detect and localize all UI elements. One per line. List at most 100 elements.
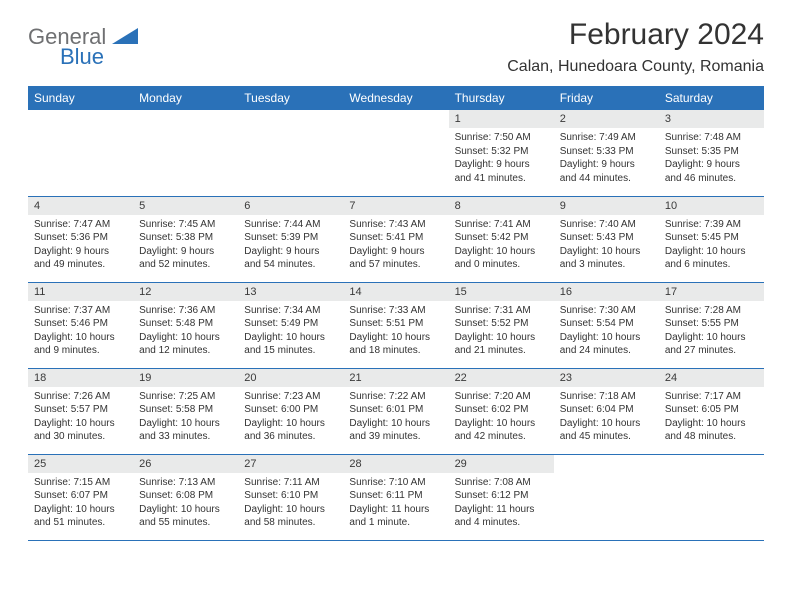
sunset-text: Sunset: 5:58 PM [139, 403, 232, 417]
day-label: Friday [554, 86, 659, 110]
calendar-day-cell: 25Sunrise: 7:15 AMSunset: 6:07 PMDayligh… [28, 454, 133, 540]
sunset-text: Sunset: 5:42 PM [455, 231, 548, 245]
sunrise-text: Sunrise: 7:50 AM [455, 131, 548, 145]
calendar-day-cell: 18Sunrise: 7:26 AMSunset: 5:57 PMDayligh… [28, 368, 133, 454]
sunrise-text: Sunrise: 7:41 AM [455, 218, 548, 232]
sunset-text: Sunset: 6:02 PM [455, 403, 548, 417]
day-details: Sunrise: 7:17 AMSunset: 6:05 PMDaylight:… [659, 387, 764, 448]
day-number: 9 [554, 197, 659, 215]
calendar-day-cell: 6Sunrise: 7:44 AMSunset: 5:39 PMDaylight… [238, 196, 343, 282]
daylight-text: Daylight: 9 hours and 57 minutes. [349, 245, 442, 272]
calendar-day-cell: 16Sunrise: 7:30 AMSunset: 5:54 PMDayligh… [554, 282, 659, 368]
sunset-text: Sunset: 6:05 PM [665, 403, 758, 417]
day-details: Sunrise: 7:34 AMSunset: 5:49 PMDaylight:… [238, 301, 343, 362]
sunrise-text: Sunrise: 7:45 AM [139, 218, 232, 232]
daylight-text: Daylight: 9 hours and 41 minutes. [455, 158, 548, 185]
sunrise-text: Sunrise: 7:15 AM [34, 476, 127, 490]
calendar-day-cell: 24Sunrise: 7:17 AMSunset: 6:05 PMDayligh… [659, 368, 764, 454]
calendar-day-cell: 8Sunrise: 7:41 AMSunset: 5:42 PMDaylight… [449, 196, 554, 282]
daylight-text: Daylight: 10 hours and 48 minutes. [665, 417, 758, 444]
calendar-day-cell: 23Sunrise: 7:18 AMSunset: 6:04 PMDayligh… [554, 368, 659, 454]
day-details: Sunrise: 7:48 AMSunset: 5:35 PMDaylight:… [659, 128, 764, 189]
day-details: Sunrise: 7:30 AMSunset: 5:54 PMDaylight:… [554, 301, 659, 362]
calendar-day-cell [28, 110, 133, 196]
daylight-text: Daylight: 9 hours and 54 minutes. [244, 245, 337, 272]
calendar-week-row: 4Sunrise: 7:47 AMSunset: 5:36 PMDaylight… [28, 196, 764, 282]
day-label: Sunday [28, 86, 133, 110]
day-details: Sunrise: 7:20 AMSunset: 6:02 PMDaylight:… [449, 387, 554, 448]
calendar-day-cell: 11Sunrise: 7:37 AMSunset: 5:46 PMDayligh… [28, 282, 133, 368]
sunset-text: Sunset: 5:32 PM [455, 145, 548, 159]
sunrise-text: Sunrise: 7:10 AM [349, 476, 442, 490]
day-details: Sunrise: 7:33 AMSunset: 5:51 PMDaylight:… [343, 301, 448, 362]
day-number: 3 [659, 110, 764, 128]
day-number: 25 [28, 455, 133, 473]
calendar-body: 1Sunrise: 7:50 AMSunset: 5:32 PMDaylight… [28, 110, 764, 540]
calendar-day-cell: 21Sunrise: 7:22 AMSunset: 6:01 PMDayligh… [343, 368, 448, 454]
sunrise-text: Sunrise: 7:36 AM [139, 304, 232, 318]
day-details: Sunrise: 7:44 AMSunset: 5:39 PMDaylight:… [238, 215, 343, 276]
daylight-text: Daylight: 10 hours and 9 minutes. [34, 331, 127, 358]
day-details: Sunrise: 7:41 AMSunset: 5:42 PMDaylight:… [449, 215, 554, 276]
day-details: Sunrise: 7:25 AMSunset: 5:58 PMDaylight:… [133, 387, 238, 448]
day-label: Thursday [449, 86, 554, 110]
calendar-week-row: 11Sunrise: 7:37 AMSunset: 5:46 PMDayligh… [28, 282, 764, 368]
calendar-day-cell: 5Sunrise: 7:45 AMSunset: 5:38 PMDaylight… [133, 196, 238, 282]
daylight-text: Daylight: 10 hours and 42 minutes. [455, 417, 548, 444]
day-details: Sunrise: 7:45 AMSunset: 5:38 PMDaylight:… [133, 215, 238, 276]
day-details: Sunrise: 7:31 AMSunset: 5:52 PMDaylight:… [449, 301, 554, 362]
day-number: 8 [449, 197, 554, 215]
day-details: Sunrise: 7:11 AMSunset: 6:10 PMDaylight:… [238, 473, 343, 534]
calendar-day-cell: 4Sunrise: 7:47 AMSunset: 5:36 PMDaylight… [28, 196, 133, 282]
sunset-text: Sunset: 5:38 PM [139, 231, 232, 245]
calendar-day-cell [554, 454, 659, 540]
daylight-text: Daylight: 10 hours and 21 minutes. [455, 331, 548, 358]
calendar-table: SundayMondayTuesdayWednesdayThursdayFrid… [28, 86, 764, 541]
sunset-text: Sunset: 6:08 PM [139, 489, 232, 503]
sunset-text: Sunset: 5:52 PM [455, 317, 548, 331]
day-number: 10 [659, 197, 764, 215]
day-number: 27 [238, 455, 343, 473]
logo-triangle-icon [112, 26, 138, 49]
day-number: 7 [343, 197, 448, 215]
sunset-text: Sunset: 5:35 PM [665, 145, 758, 159]
sunset-text: Sunset: 6:10 PM [244, 489, 337, 503]
day-details: Sunrise: 7:36 AMSunset: 5:48 PMDaylight:… [133, 301, 238, 362]
daylight-text: Daylight: 9 hours and 52 minutes. [139, 245, 232, 272]
daylight-text: Daylight: 10 hours and 51 minutes. [34, 503, 127, 530]
calendar-day-cell: 27Sunrise: 7:11 AMSunset: 6:10 PMDayligh… [238, 454, 343, 540]
day-number: 14 [343, 283, 448, 301]
day-number: 20 [238, 369, 343, 387]
calendar-day-cell: 29Sunrise: 7:08 AMSunset: 6:12 PMDayligh… [449, 454, 554, 540]
day-details: Sunrise: 7:37 AMSunset: 5:46 PMDaylight:… [28, 301, 133, 362]
sunset-text: Sunset: 5:41 PM [349, 231, 442, 245]
sunrise-text: Sunrise: 7:13 AM [139, 476, 232, 490]
day-number: 28 [343, 455, 448, 473]
daylight-text: Daylight: 10 hours and 12 minutes. [139, 331, 232, 358]
sunrise-text: Sunrise: 7:28 AM [665, 304, 758, 318]
calendar-week-row: 18Sunrise: 7:26 AMSunset: 5:57 PMDayligh… [28, 368, 764, 454]
daylight-text: Daylight: 9 hours and 44 minutes. [560, 158, 653, 185]
sunset-text: Sunset: 5:57 PM [34, 403, 127, 417]
calendar-day-cell: 10Sunrise: 7:39 AMSunset: 5:45 PMDayligh… [659, 196, 764, 282]
sunrise-text: Sunrise: 7:43 AM [349, 218, 442, 232]
daylight-text: Daylight: 10 hours and 30 minutes. [34, 417, 127, 444]
day-details: Sunrise: 7:15 AMSunset: 6:07 PMDaylight:… [28, 473, 133, 534]
day-details: Sunrise: 7:10 AMSunset: 6:11 PMDaylight:… [343, 473, 448, 534]
sunrise-text: Sunrise: 7:11 AM [244, 476, 337, 490]
calendar-day-cell: 12Sunrise: 7:36 AMSunset: 5:48 PMDayligh… [133, 282, 238, 368]
calendar-day-cell: 28Sunrise: 7:10 AMSunset: 6:11 PMDayligh… [343, 454, 448, 540]
sunrise-text: Sunrise: 7:34 AM [244, 304, 337, 318]
sunrise-text: Sunrise: 7:40 AM [560, 218, 653, 232]
day-details: Sunrise: 7:43 AMSunset: 5:41 PMDaylight:… [343, 215, 448, 276]
calendar-day-cell: 9Sunrise: 7:40 AMSunset: 5:43 PMDaylight… [554, 196, 659, 282]
calendar-day-cell: 26Sunrise: 7:13 AMSunset: 6:08 PMDayligh… [133, 454, 238, 540]
daylight-text: Daylight: 10 hours and 36 minutes. [244, 417, 337, 444]
location: Calan, Hunedoara County, Romania [507, 58, 764, 76]
daylight-text: Daylight: 10 hours and 55 minutes. [139, 503, 232, 530]
day-label: Tuesday [238, 86, 343, 110]
sunrise-text: Sunrise: 7:20 AM [455, 390, 548, 404]
daylight-text: Daylight: 10 hours and 39 minutes. [349, 417, 442, 444]
sunrise-text: Sunrise: 7:30 AM [560, 304, 653, 318]
daylight-text: Daylight: 10 hours and 45 minutes. [560, 417, 653, 444]
